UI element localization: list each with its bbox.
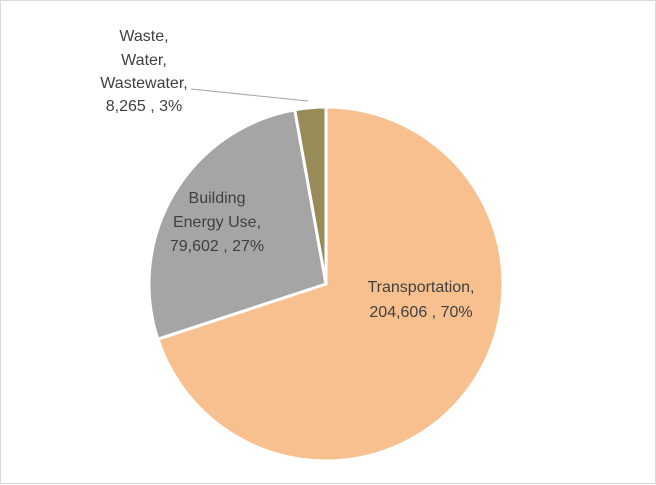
data-labels: Transportation, 204,606 , 70% Building E… xyxy=(100,28,474,321)
label-waste-value: 8,265 , 3% xyxy=(106,98,183,115)
waste-leader-line xyxy=(190,88,309,102)
label-transportation-name: Transportation, xyxy=(367,279,474,296)
label-building-name-2: Energy Use, xyxy=(173,214,261,231)
label-waste-name-3: Wastewater, xyxy=(100,75,187,92)
label-waste-name-2: Water, xyxy=(121,52,167,69)
label-waste-name-1: Waste, xyxy=(119,28,168,45)
label-transportation-value: 204,606 , 70% xyxy=(369,304,472,321)
pie-slices xyxy=(147,105,505,463)
label-building-value: 79,602 , 27% xyxy=(170,238,264,255)
slice-building-energy-use xyxy=(147,108,328,341)
label-building-name-1: Building xyxy=(189,190,246,207)
slice-transportation xyxy=(156,105,505,463)
slice-waste-water-wastewater xyxy=(293,105,328,286)
